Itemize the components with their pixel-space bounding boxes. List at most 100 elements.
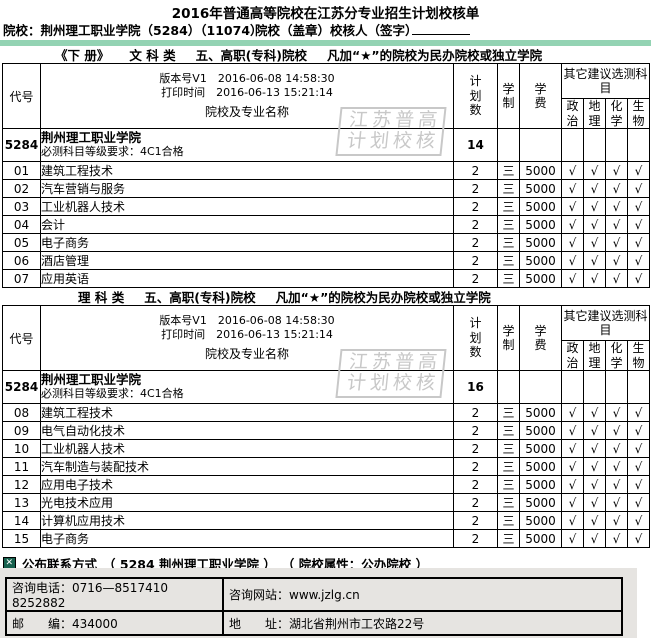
specialty-duration: 三 — [497, 511, 520, 530]
specialty-tuition: 5000 — [519, 269, 562, 288]
specialty-code: 08 — [2, 403, 41, 422]
specialty-row: 10 工业机器人技术 2 三 5000 √ √ √ √ — [2, 439, 651, 458]
specialty-duration: 三 — [497, 403, 520, 422]
check-mark: √ — [561, 403, 584, 422]
empty-cell — [561, 370, 584, 404]
check-mark: √ — [626, 457, 651, 476]
check-mark: √ — [583, 475, 606, 494]
specialty-code: 07 — [2, 269, 41, 288]
specialty-code: 15 — [2, 529, 41, 548]
school-requirement: 必测科目等级要求：4C1合格 — [41, 144, 184, 158]
check-mark: √ — [605, 179, 628, 198]
specialty-name: 工业机器人技术 — [40, 439, 454, 458]
specialty-tuition: 5000 — [519, 421, 562, 440]
heading-category: 理 科 类 — [78, 290, 125, 305]
check-mark: √ — [561, 475, 584, 494]
table-row: 咨询电话：0716—8517410 8252882 咨询网站：www.jzlg.… — [5, 577, 623, 612]
check-mark: √ — [626, 179, 651, 198]
heading-level: 五、高职(专科)院校 — [195, 48, 308, 63]
specialty-row: 07 应用英语 2 三 5000 √ √ √ √ — [2, 269, 651, 288]
check-mark: √ — [605, 251, 628, 270]
check-mark: √ — [605, 403, 628, 422]
specialty-tuition: 5000 — [519, 439, 562, 458]
check-mark: √ — [583, 269, 606, 288]
contact-table: 咨询电话：0716—8517410 8252882 咨询网站：www.jzlg.… — [5, 577, 623, 636]
specialty-name: 电子商务 — [40, 529, 454, 548]
check-mark: √ — [626, 269, 651, 288]
specialty-name: 建筑工程技术 — [40, 161, 454, 180]
school-row: 5284 荆州理工职业学院 必测科目等级要求：4C1合格 16 — [2, 370, 651, 404]
col-header-plan: 计划数 — [453, 63, 498, 129]
col-header-chemistry: 化学 — [605, 340, 628, 371]
section-heading: 理 科 类 五、高职(专科)院校 凡加“★”的院校为民办院校或独立学院 — [0, 288, 651, 305]
check-mark: √ — [583, 457, 606, 476]
specialty-row: 09 电气自动化技术 2 三 5000 √ √ √ √ — [2, 421, 651, 440]
heading-note: 凡加“★”的院校为民办院校或独立学院 — [327, 48, 543, 63]
specialty-duration: 三 — [497, 269, 520, 288]
plan-section: 《下 册》 文 科 类 五、高职(专科)院校 凡加“★”的院校为民办院校或独立学… — [0, 46, 651, 288]
specialty-duration: 三 — [497, 251, 520, 270]
col-header-plan: 计划数 — [453, 305, 498, 371]
specialty-name: 会计 — [40, 215, 454, 234]
check-mark: √ — [583, 215, 606, 234]
check-mark: √ — [605, 457, 628, 476]
specialty-plan: 2 — [453, 421, 498, 440]
specialty-name: 计算机应用技术 — [40, 511, 454, 530]
specialty-plan: 2 — [453, 511, 498, 530]
empty-cell — [519, 128, 562, 162]
specialty-name: 光电技术应用 — [40, 493, 454, 512]
specialty-name: 应用电子技术 — [40, 475, 454, 494]
specialty-row: 03 工业机器人技术 2 三 5000 √ √ √ √ — [2, 197, 651, 216]
check-mark: √ — [561, 511, 584, 530]
signer-label: 校核人（签字） — [330, 23, 418, 38]
specialty-duration: 三 — [497, 233, 520, 252]
specialty-tuition: 5000 — [519, 161, 562, 180]
specialty-code: 05 — [2, 233, 41, 252]
check-mark: √ — [605, 529, 628, 548]
school-name: 荆州理工职业学院 — [41, 130, 142, 146]
check-mark: √ — [583, 233, 606, 252]
check-mark: √ — [583, 197, 606, 216]
specialty-row: 12 应用电子技术 2 三 5000 √ √ √ √ — [2, 475, 651, 494]
page-title: 2016年普通高等院校在江苏分专业招生计划校核单 — [171, 6, 480, 22]
school-requirement: 必测科目等级要求：4C1合格 — [41, 386, 184, 400]
specialty-plan: 2 — [453, 457, 498, 476]
specialty-row: 01 建筑工程技术 2 三 5000 √ √ √ √ — [2, 161, 651, 180]
contact-note-attribute: （ 院校属性：公办院校 ） — [281, 556, 429, 572]
check-mark: √ — [583, 439, 606, 458]
specialty-code: 10 — [2, 439, 41, 458]
specialty-duration: 三 — [497, 457, 520, 476]
specialty-plan: 2 — [453, 269, 498, 288]
green-divider-band — [0, 40, 651, 46]
col-header-tuition: 学费 — [519, 63, 562, 129]
check-mark: √ — [561, 457, 584, 476]
specialty-plan: 2 — [453, 215, 498, 234]
school-plan-total: 16 — [453, 370, 498, 404]
specialty-plan: 2 — [453, 179, 498, 198]
rows-body: 01 建筑工程技术 2 三 5000 √ √ √ √ 02 汽车营销与服务 2 … — [2, 161, 651, 288]
specialty-duration: 三 — [497, 215, 520, 234]
specialty-plan: 2 — [453, 233, 498, 252]
check-mark: √ — [583, 403, 606, 422]
geography-label: 地理 — [588, 341, 601, 370]
check-mark: √ — [561, 493, 584, 512]
specialty-row: 13 光电技术应用 2 三 5000 √ √ √ √ — [2, 493, 651, 512]
col-header-other-subjects: 其它建议选测科目 — [560, 305, 651, 341]
plan-section: 理 科 类 五、高职(专科)院校 凡加“★”的院校为民办院校或独立学院 江苏普高… — [0, 288, 651, 548]
heading-level: 五、高职(专科)院校 — [144, 290, 256, 305]
print-time-line: 打印时间 2016-06-13 15:21:14 — [161, 86, 333, 99]
check-mark: √ — [605, 269, 628, 288]
specialty-plan: 2 — [453, 529, 498, 548]
check-mark: √ — [583, 179, 606, 198]
check-mark: √ — [583, 511, 606, 530]
check-mark: √ — [561, 529, 584, 548]
specialty-duration: 三 — [497, 475, 520, 494]
check-mark: √ — [561, 439, 584, 458]
col-header-other-subjects: 其它建议选测科目 — [560, 63, 651, 99]
check-mark: √ — [605, 439, 628, 458]
check-mark: √ — [605, 215, 628, 234]
check-mark: √ — [626, 197, 651, 216]
specialty-name: 电气自动化技术 — [40, 421, 454, 440]
check-mark: √ — [626, 475, 651, 494]
check-mark: √ — [626, 251, 651, 270]
